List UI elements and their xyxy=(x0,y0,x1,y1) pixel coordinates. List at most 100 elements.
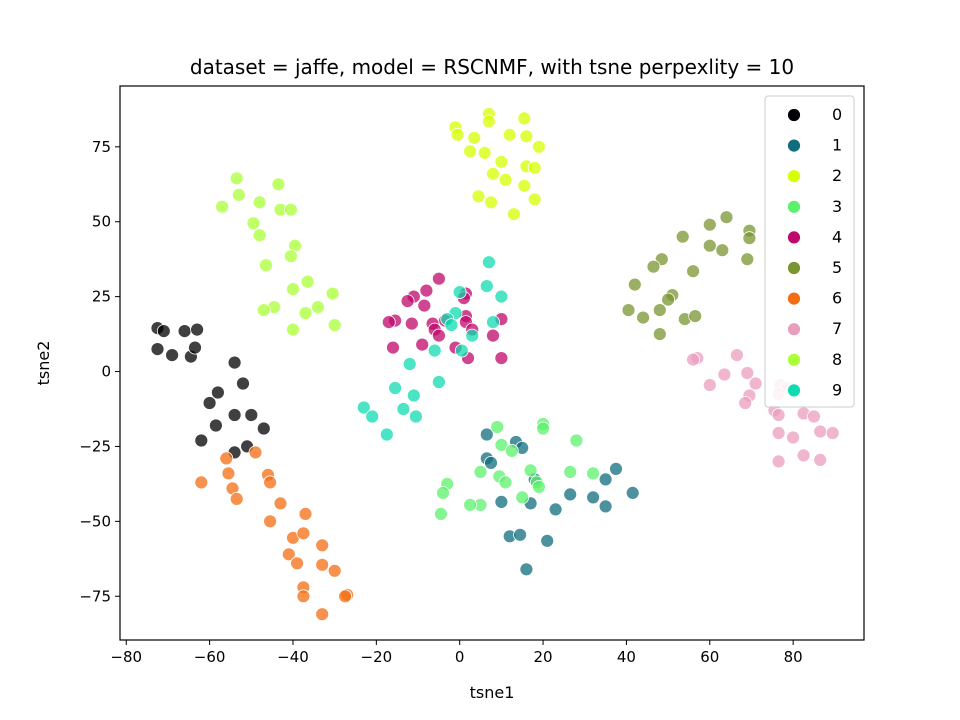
point-class-3 xyxy=(473,464,488,479)
point-class-5 xyxy=(715,243,730,258)
point-class-0 xyxy=(190,322,205,337)
point-class-6 xyxy=(338,589,353,604)
legend-marker-8 xyxy=(787,352,801,367)
legend-label-1: 1 xyxy=(832,136,842,155)
point-class-3 xyxy=(515,490,530,505)
point-class-3 xyxy=(498,475,513,490)
x-tick-label: 80 xyxy=(784,648,803,666)
point-class-3 xyxy=(436,485,450,500)
x-axis-label: tsne1 xyxy=(470,683,515,702)
legend-marker-5 xyxy=(787,261,801,275)
point-class-5 xyxy=(675,229,690,244)
point-class-2 xyxy=(486,166,500,181)
point-class-6 xyxy=(327,563,342,578)
point-class-6 xyxy=(219,451,234,466)
point-class-4 xyxy=(400,294,415,309)
point-class-7 xyxy=(825,426,840,440)
point-class-6 xyxy=(248,445,263,460)
legend-label-6: 6 xyxy=(832,289,842,308)
point-class-2 xyxy=(507,207,521,222)
point-class-8 xyxy=(229,171,244,186)
legend-marker-7 xyxy=(787,322,801,337)
point-class-1 xyxy=(598,472,613,487)
point-class-8 xyxy=(300,274,315,289)
point-class-2 xyxy=(517,111,532,126)
point-class-8 xyxy=(246,216,261,231)
legend-label-0: 0 xyxy=(832,105,842,124)
point-class-5 xyxy=(652,303,667,318)
point-class-4 xyxy=(404,316,419,331)
point-class-6 xyxy=(315,538,330,553)
point-class-7 xyxy=(771,426,786,440)
point-class-0 xyxy=(256,421,271,436)
legend-marker-4 xyxy=(787,230,801,245)
legend-marker-0 xyxy=(787,108,801,122)
point-class-2 xyxy=(481,114,496,129)
point-class-1 xyxy=(563,487,578,502)
point-class-7 xyxy=(748,376,763,391)
point-class-2 xyxy=(527,160,542,175)
point-class-4 xyxy=(419,283,434,298)
point-class-5 xyxy=(719,210,734,225)
point-class-8 xyxy=(283,249,298,264)
point-class-8 xyxy=(286,282,300,297)
point-class-8 xyxy=(298,306,313,321)
point-class-5 xyxy=(661,292,675,307)
x-tick-label: −40 xyxy=(277,648,309,666)
point-class-5 xyxy=(652,327,667,342)
point-class-9 xyxy=(454,343,469,358)
point-class-4 xyxy=(431,271,446,286)
legend-label-3: 3 xyxy=(832,197,842,216)
point-class-5 xyxy=(702,238,717,253)
point-class-7 xyxy=(717,367,732,382)
legend: 0 1 2 3 4 5 6 7 8 9 xyxy=(764,95,855,408)
point-class-2 xyxy=(532,139,546,154)
point-class-4 xyxy=(431,328,446,343)
point-class-6 xyxy=(263,475,278,490)
point-class-3 xyxy=(586,466,600,481)
legend-label-4: 4 xyxy=(832,227,842,246)
point-class-0 xyxy=(227,408,242,422)
point-class-1 xyxy=(609,461,623,476)
point-class-6 xyxy=(298,507,313,521)
point-class-0 xyxy=(188,340,202,355)
y-tick-label: 50 xyxy=(92,213,111,231)
point-class-7 xyxy=(786,430,800,445)
x-tick-label: 40 xyxy=(617,648,636,666)
point-class-2 xyxy=(467,130,482,145)
point-class-5 xyxy=(627,277,642,292)
point-class-3 xyxy=(536,421,550,436)
point-class-8 xyxy=(283,202,298,217)
point-class-6 xyxy=(281,547,296,562)
point-class-5 xyxy=(621,303,636,318)
point-class-9 xyxy=(486,315,500,330)
point-class-4 xyxy=(494,351,509,366)
point-class-1 xyxy=(540,533,555,548)
point-class-3 xyxy=(523,463,538,478)
point-class-8 xyxy=(252,228,267,243)
plot-frame xyxy=(119,85,865,641)
y-tick-label: 0 xyxy=(101,363,111,381)
point-class-1 xyxy=(484,455,498,470)
points-layer xyxy=(150,107,840,622)
point-class-2 xyxy=(494,154,509,169)
point-class-1 xyxy=(625,485,640,500)
point-class-9 xyxy=(406,388,421,403)
legend-marker-9 xyxy=(787,383,801,398)
point-class-7 xyxy=(702,378,717,392)
point-class-9 xyxy=(356,400,371,415)
point-class-9 xyxy=(481,255,496,270)
point-class-0 xyxy=(244,408,259,422)
point-class-3 xyxy=(433,507,448,521)
point-class-2 xyxy=(527,192,542,207)
point-class-9 xyxy=(396,402,411,416)
point-class-3 xyxy=(563,464,578,479)
point-class-8 xyxy=(311,300,325,315)
point-class-4 xyxy=(417,298,432,313)
point-class-8 xyxy=(271,177,286,192)
point-class-5 xyxy=(688,309,703,324)
point-class-1 xyxy=(586,490,600,505)
point-class-2 xyxy=(517,178,532,193)
point-class-9 xyxy=(388,381,403,395)
point-class-9 xyxy=(379,427,394,442)
